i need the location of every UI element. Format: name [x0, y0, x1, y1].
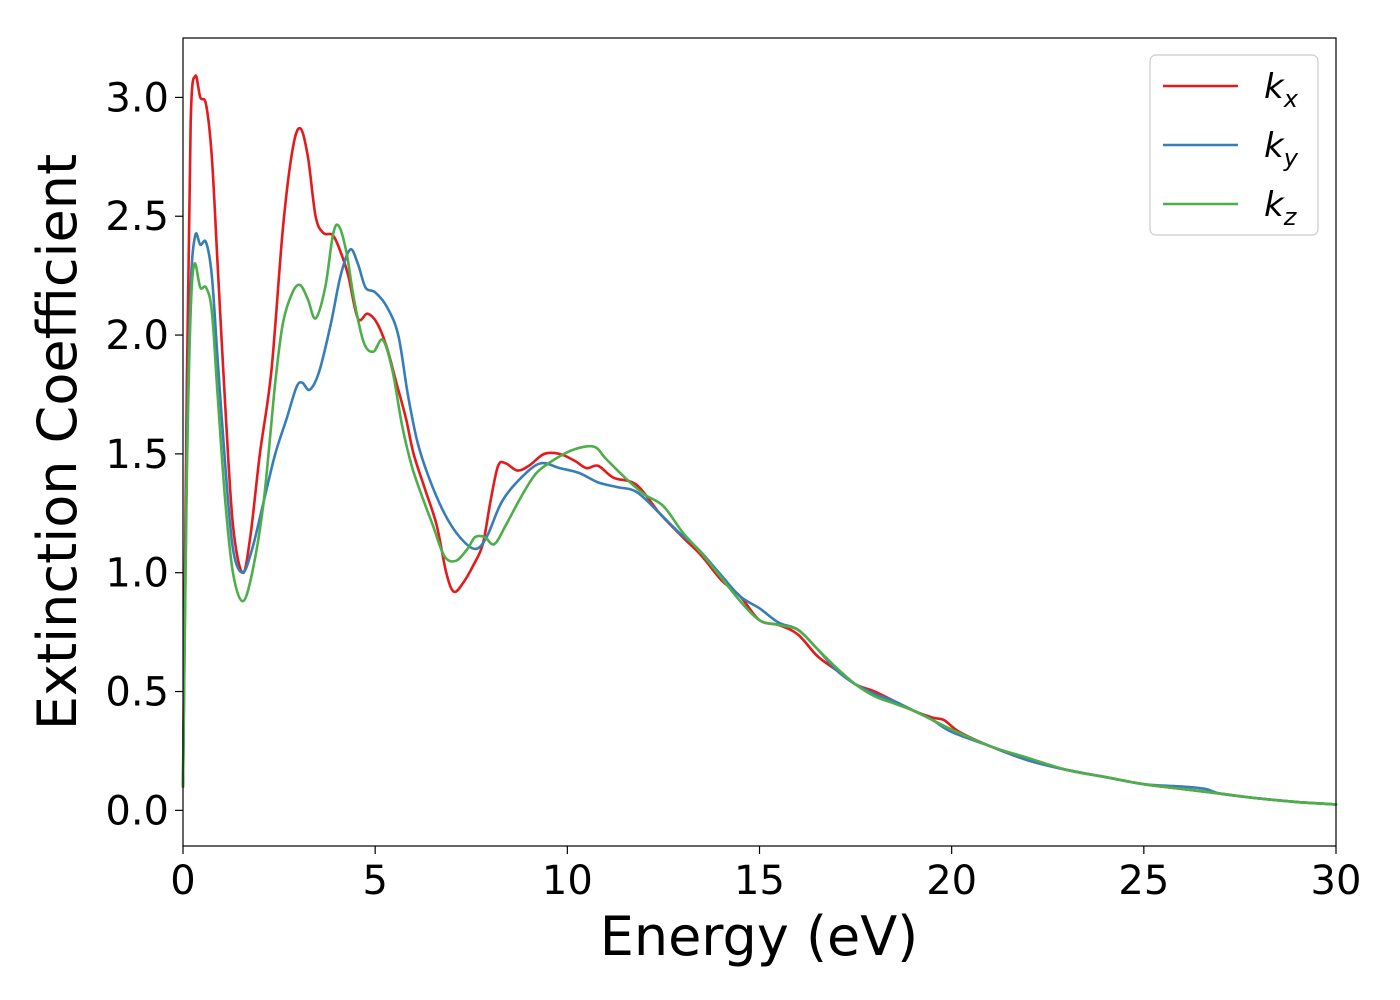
x-tick-label: 5 [362, 858, 387, 904]
x-tick-label: 0 [170, 858, 195, 904]
y-tick-label: 2.0 [105, 313, 169, 359]
series-layer [181, 74, 1338, 806]
x-axis-ticks: 0 5 10 15 20 25 30 [170, 846, 1361, 904]
y-tick-label: 0.0 [105, 788, 169, 834]
y-tick-label: 1.5 [105, 432, 169, 478]
plot-area [183, 38, 1336, 846]
legend-label-z: kz [1264, 185, 1298, 231]
x-tick-label: 20 [926, 858, 977, 904]
series-line-z [181, 223, 1338, 806]
x-tick-label: 30 [1311, 858, 1362, 904]
y-tick-label: 1.0 [105, 551, 169, 597]
y-tick-label: 0.5 [105, 670, 169, 716]
y-tick-label: 2.5 [105, 194, 169, 240]
x-tick-label: 15 [734, 858, 785, 904]
x-tick-label: 10 [542, 858, 593, 904]
legend-label-x: kx [1264, 67, 1299, 113]
legend-label-y: ky [1264, 126, 1299, 172]
y-tick-label: 3.0 [105, 75, 169, 121]
legend: kx ky kz [1149, 54, 1319, 236]
y-axis-ticks: 0.0 0.5 1.0 1.5 2.0 2.5 3.0 [105, 75, 183, 834]
x-tick-label: 25 [1118, 858, 1169, 904]
x-axis-label: Energy (eV) [600, 905, 919, 968]
y-axis-label: Extinction Coefficient [26, 154, 89, 730]
